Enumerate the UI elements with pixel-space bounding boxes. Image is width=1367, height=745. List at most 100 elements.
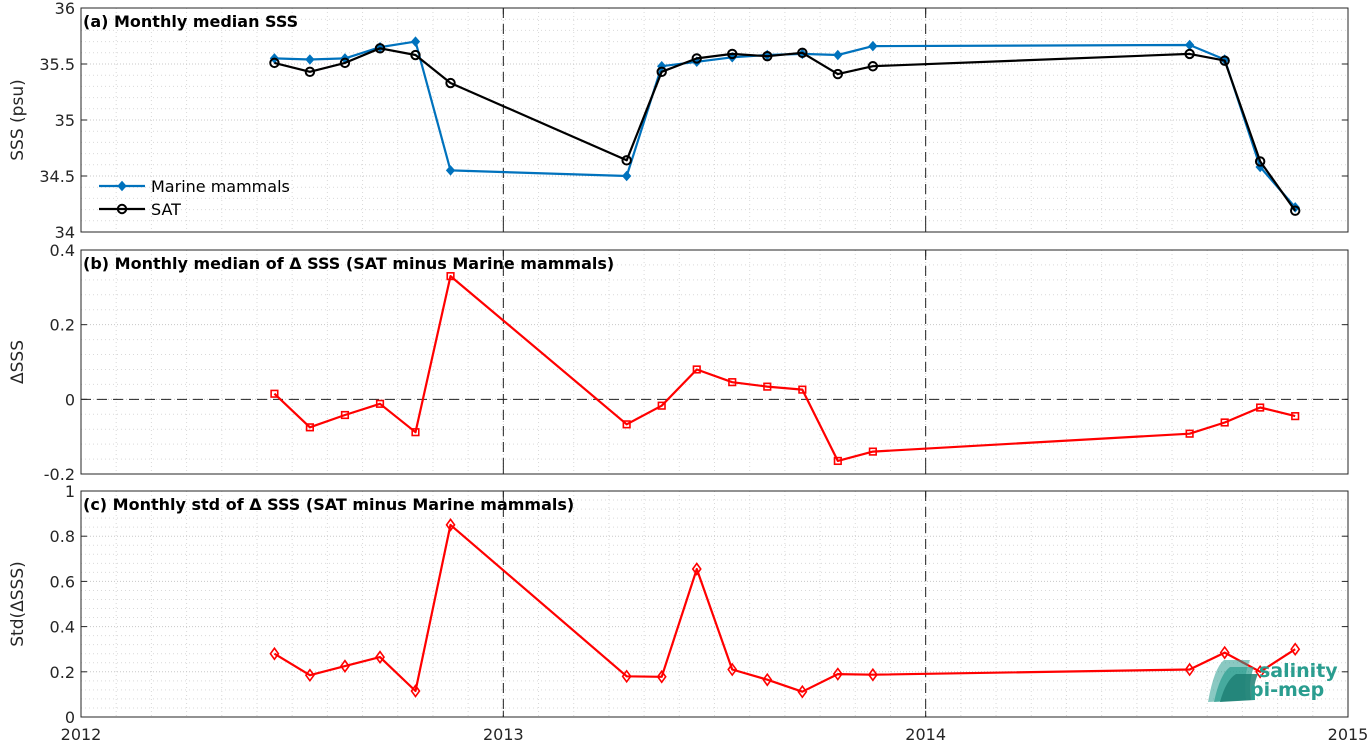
data-point [622, 420, 631, 429]
salinity-pi-mep-logo: salinity pi-mep [1208, 660, 1338, 702]
data-point [762, 672, 773, 687]
y-tick-label: 35 [55, 111, 75, 130]
x-tick-label: 2013 [483, 725, 524, 744]
data-point [832, 68, 844, 80]
series-delta [270, 272, 1300, 466]
series-delta [269, 518, 1301, 699]
data-point [340, 410, 350, 420]
data-point [763, 382, 772, 391]
data-point [762, 50, 773, 62]
data-point [305, 54, 315, 65]
x-tick-label: 2014 [905, 725, 946, 744]
data-point [410, 49, 421, 61]
data-point [269, 57, 280, 69]
legend-marker [117, 180, 127, 192]
data-point [339, 659, 350, 674]
data-point [1219, 645, 1230, 660]
data-point [374, 43, 386, 54]
y-tick-label: 0.6 [50, 572, 75, 591]
x-axis: 2012 2013 2014 2015 [61, 725, 1367, 744]
panel-c: 0 0.2 0.4 0.6 0.8 1 Std(ΔSSS) (c) Monthly std o… [8, 482, 1349, 727]
y-axis-label: Std(ΔSSS) [8, 561, 28, 647]
y-tick-label: 0 [65, 708, 75, 727]
legend-entry: Marine mammals [151, 177, 290, 196]
data-point [1184, 662, 1195, 677]
data-point [1255, 664, 1266, 679]
x-tick-label: 2015 [1328, 725, 1367, 744]
panel-title: (b) Monthly median of Δ SSS (SAT minus M… [83, 254, 614, 273]
series-line [273, 523, 1296, 693]
data-point [833, 49, 843, 61]
y-tick-label: 0.4 [50, 241, 75, 260]
legend: Marine mammals SAT [99, 177, 290, 219]
data-point [445, 518, 456, 532]
data-point [446, 272, 455, 281]
y-tick-label: 0 [65, 390, 75, 409]
data-point [621, 170, 632, 182]
data-point [832, 667, 843, 681]
y-tick-label: -0.2 [44, 465, 75, 484]
panel-title: (c) Monthly std of Δ SSS (SAT minus Mari… [83, 495, 574, 514]
x-tick-label: 2012 [61, 725, 102, 744]
data-point [692, 365, 701, 374]
logo-text-pi-mep: pi-mep [1250, 679, 1324, 701]
data-point [1184, 48, 1195, 60]
data-point [797, 684, 808, 699]
data-point [1185, 429, 1194, 438]
data-point [691, 53, 702, 64]
y-tick-label: 0.8 [50, 527, 75, 546]
data-point [621, 669, 632, 684]
data-point [867, 61, 879, 72]
data-point [269, 646, 280, 661]
data-point [1290, 205, 1301, 216]
data-point [656, 66, 667, 78]
data-point [410, 36, 421, 47]
y-tick-label: 34.5 [39, 167, 75, 186]
data-point [1220, 418, 1229, 427]
axes-box [80, 490, 1349, 718]
series-line [273, 275, 1296, 462]
y-tick-label: 0.2 [50, 663, 75, 682]
data-point [270, 389, 279, 398]
data-point [445, 165, 456, 176]
data-point [798, 385, 807, 394]
data-point [304, 668, 315, 683]
data-point [1219, 55, 1230, 66]
data-point [656, 669, 667, 684]
data-point [1290, 642, 1301, 657]
y-tick-label: 35.5 [39, 55, 75, 74]
series-line [274, 47, 1297, 212]
data-point [727, 662, 738, 677]
y-tick-label: 0.4 [50, 618, 75, 637]
y-axis-label: SSS (psu) [8, 79, 28, 160]
data-point [833, 456, 842, 466]
data-point [728, 378, 737, 387]
data-point [691, 562, 702, 576]
data-point [445, 77, 456, 89]
data-point [375, 399, 385, 408]
y-tick-label: 34 [55, 223, 75, 242]
data-point [867, 667, 878, 682]
data-point [868, 447, 877, 456]
data-point [339, 57, 351, 69]
data-point [305, 423, 315, 432]
panel-title: (a) Monthly median SSS [83, 12, 298, 31]
series-line [274, 40, 1297, 209]
panels: 34 34.5 35 35.5 36 SSS (psu) (a) Monthly media… [8, 0, 1367, 744]
data-point [375, 650, 386, 664]
wave-logo-icon [1208, 660, 1258, 702]
axes-box [80, 249, 1349, 475]
data-point [657, 401, 666, 410]
data-point [868, 40, 878, 52]
y-tick-label: 1 [65, 482, 75, 501]
series-sat [269, 43, 1301, 216]
y-axis-label: ΔSSS [8, 340, 28, 384]
y-tick-label: 36 [55, 0, 75, 18]
data-point [797, 47, 808, 58]
data-point [1291, 412, 1300, 421]
data-point [410, 684, 421, 698]
data-point [621, 155, 632, 166]
y-tick-label: 0.2 [50, 316, 75, 335]
panel-a: 34 34.5 35 35.5 36 SSS (psu) (a) Monthly media… [8, 0, 1349, 242]
